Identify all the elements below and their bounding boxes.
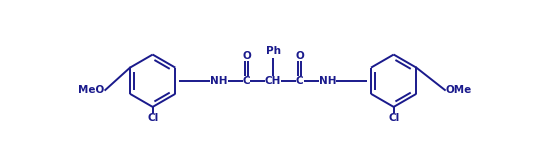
Text: Cl: Cl — [388, 113, 399, 123]
Text: MeO: MeO — [78, 85, 104, 95]
Text: C: C — [243, 76, 251, 86]
Text: C: C — [296, 76, 303, 86]
Text: Ph: Ph — [265, 46, 281, 56]
Text: Cl: Cl — [147, 113, 158, 123]
Text: O: O — [295, 51, 304, 61]
Text: O: O — [242, 51, 251, 61]
Text: OMe: OMe — [446, 85, 472, 95]
Text: NH: NH — [319, 76, 336, 86]
Text: NH: NH — [210, 76, 228, 86]
Text: CH: CH — [265, 76, 281, 86]
